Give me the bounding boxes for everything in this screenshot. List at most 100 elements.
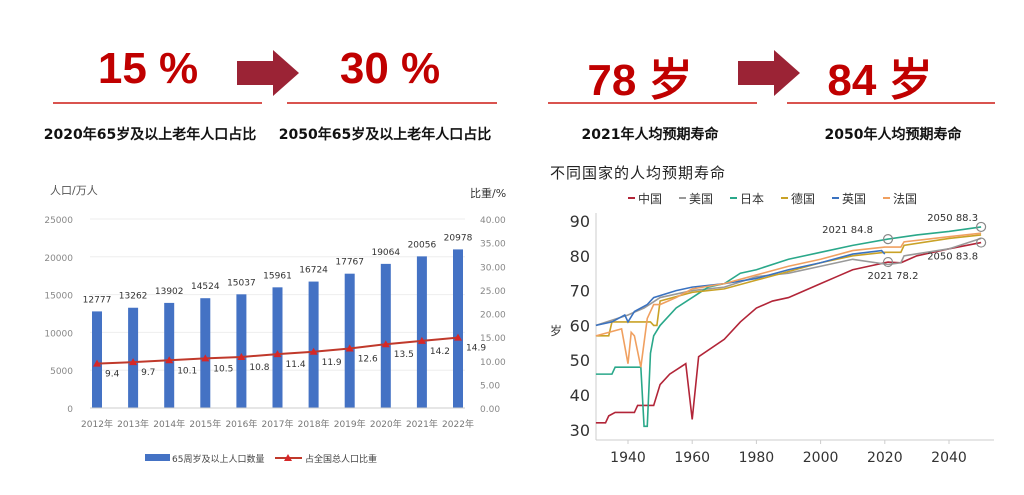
annotation-label: 2021 78.2 xyxy=(868,271,919,282)
y-tick-label: 50 xyxy=(570,351,590,370)
legend-swatch-bar xyxy=(145,454,170,461)
y-tick-label: 30 xyxy=(570,421,590,440)
y2-tick-label: 30.00 xyxy=(480,263,506,273)
legend-label: 占全国总人口比重 xyxy=(305,453,377,465)
x-tick-label: 2020 xyxy=(867,450,903,466)
ratio-data-label: 14.9 xyxy=(466,344,486,354)
legend-label: 65周岁及以上人口数量 xyxy=(172,453,264,465)
ratio-marker xyxy=(237,352,246,360)
y2-axis-title: 比重/% xyxy=(470,186,506,200)
stat-2021-life: 78 岁 xyxy=(587,56,693,105)
ratio-marker xyxy=(129,358,138,366)
bar xyxy=(200,298,211,408)
bar-data-label: 16724 xyxy=(299,266,328,276)
legend-label: 法国 xyxy=(893,192,917,206)
ratio-marker xyxy=(417,336,426,344)
legend-label: 德国 xyxy=(791,191,815,206)
y-axis-title: 岁 xyxy=(550,323,562,338)
ratio-data-label: 10.1 xyxy=(177,366,197,376)
x-tick-label: 1960 xyxy=(674,450,710,466)
y-tick-label: 10000 xyxy=(44,329,73,339)
x-tick-label: 2016年 xyxy=(225,418,257,430)
stat-2020-ratio: 15 % xyxy=(97,44,199,93)
y-tick-label: 40 xyxy=(570,386,590,405)
bar-data-label: 17767 xyxy=(335,258,364,268)
ratio-data-label: 10.5 xyxy=(213,364,233,374)
chart-title: 不同国家的人均预期寿命 xyxy=(550,164,727,182)
annotation-label: 2050 88.3 xyxy=(927,213,978,224)
y-tick-label: 90 xyxy=(570,212,590,231)
y-tick-label: 25000 xyxy=(44,216,73,226)
x-tick-label: 2021年 xyxy=(406,418,438,430)
x-tick-label: 2012年 xyxy=(81,418,113,430)
stat-2050-ratio: 30 % xyxy=(339,44,441,93)
bar xyxy=(128,307,139,408)
bar xyxy=(453,249,463,408)
arrow-right-icon xyxy=(738,50,800,96)
elderly-population-chart: 人口/万人 比重/% 0 5000 10000 15000 20000 25000 0.00… xyxy=(44,184,506,465)
divider xyxy=(548,102,757,104)
x-tick-label: 2040 xyxy=(931,450,967,466)
bar-data-label: 13262 xyxy=(119,292,148,302)
ratio-data-label: 11.9 xyxy=(322,358,342,368)
bar xyxy=(344,273,355,408)
divider xyxy=(53,102,262,104)
y2-tick-label: 40.00 xyxy=(480,216,506,226)
y2-tick-label: 20.00 xyxy=(480,311,506,321)
series-line-英国 xyxy=(595,249,886,327)
y2-tick-label: 35.00 xyxy=(480,240,506,250)
ratio-marker xyxy=(345,344,354,352)
ratio-data-label: 13.5 xyxy=(394,350,414,360)
ratio-data-label: 9.4 xyxy=(105,370,120,380)
x-tick-label: 2018年 xyxy=(298,418,330,430)
bar xyxy=(236,294,247,408)
y-tick-label: 15000 xyxy=(44,292,73,302)
y2-tick-label: 5.00 xyxy=(480,381,500,391)
ratio-data-label: 14.2 xyxy=(430,347,450,357)
x-tick-label: 2017年 xyxy=(262,418,294,430)
x-tick-label: 2015年 xyxy=(189,418,221,430)
ratio-data-label: 12.6 xyxy=(358,354,378,364)
legend-label: 中国 xyxy=(638,191,662,206)
annotation-marker xyxy=(882,233,894,245)
ratio-marker xyxy=(201,354,210,362)
y2-tick-label: 25.00 xyxy=(480,287,506,297)
legend-label: 日本 xyxy=(740,192,764,206)
x-tick-label: 2019年 xyxy=(334,418,366,430)
y-tick-label: 0 xyxy=(67,405,73,415)
bar-data-label: 20978 xyxy=(444,233,473,243)
bar-data-label: 13902 xyxy=(155,287,184,297)
y2-tick-label: 10.00 xyxy=(480,358,506,368)
annotation-marker xyxy=(976,221,987,233)
stat-2050-life: 84 岁 xyxy=(827,56,933,105)
bar xyxy=(308,281,319,408)
caption: 2020年65岁及以上老年人口占比 xyxy=(43,127,257,143)
arrow-right-icon xyxy=(237,50,299,96)
legend-label: 英国 xyxy=(842,192,866,206)
series-line-美国 xyxy=(595,237,982,327)
ratio-data-label: 9.7 xyxy=(141,368,155,378)
bar-data-label: 14524 xyxy=(191,282,220,292)
ratio-marker xyxy=(454,333,462,341)
bar xyxy=(164,302,175,408)
y-tick-label: 60 xyxy=(570,316,590,335)
legend-marker xyxy=(284,454,292,461)
ratio-data-label: 11.4 xyxy=(286,360,306,370)
annotation-label: 2021 84.8 xyxy=(822,225,873,236)
bar xyxy=(380,263,391,408)
bar-data-label: 15961 xyxy=(263,271,292,281)
x-tick-label: 1940 xyxy=(610,450,646,466)
y-tick-label: 70 xyxy=(570,282,590,301)
ratio-marker xyxy=(93,359,101,367)
ratio-data-label: 10.8 xyxy=(249,363,269,373)
x-tick-label: 1980 xyxy=(739,450,775,466)
caption: 2050年人均预期寿命 xyxy=(824,127,962,143)
ratio-marker xyxy=(273,350,282,358)
x-tick-label: 2013年 xyxy=(117,418,149,430)
y-tick-label: 80 xyxy=(570,247,590,266)
annotation-marker xyxy=(882,256,894,268)
bar-data-label: 20056 xyxy=(408,240,437,250)
legend-label: 美国 xyxy=(689,192,713,206)
x-tick-label: 2022年 xyxy=(442,418,474,430)
